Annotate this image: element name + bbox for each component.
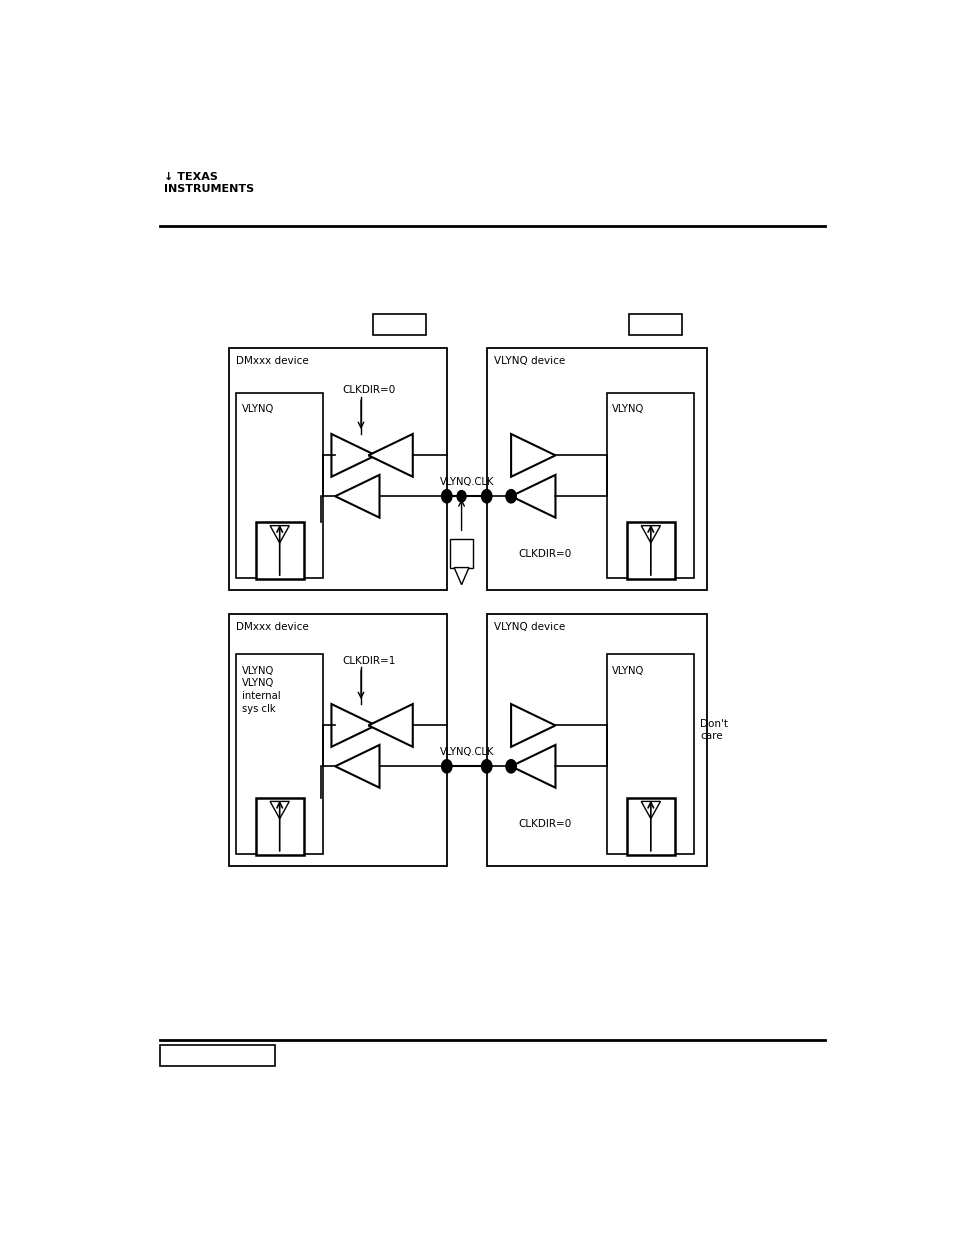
Text: VLYNQ: VLYNQ [611,404,643,414]
Bar [235,655,323,853]
Bar [229,348,446,590]
Circle shape [481,489,492,503]
Bar [450,538,472,568]
Bar [160,1045,274,1066]
Circle shape [441,489,452,503]
Bar [606,393,694,578]
Bar [628,314,681,335]
Text: VLYNQ device: VLYNQ device [494,356,565,366]
Polygon shape [331,433,375,477]
Polygon shape [368,704,413,747]
Text: VLYNQ.CLK: VLYNQ.CLK [439,747,494,757]
Bar [373,314,426,335]
Polygon shape [270,802,289,819]
Bar [626,522,674,579]
Circle shape [505,760,516,773]
Bar [255,798,303,855]
Text: VLYNQ
VLYNQ
internal
sys clk: VLYNQ VLYNQ internal sys clk [242,666,280,714]
Polygon shape [640,526,659,543]
Text: Don't
care: Don't care [700,719,728,741]
Polygon shape [511,704,555,747]
Text: VLYNQ device: VLYNQ device [494,621,565,632]
Polygon shape [331,704,375,747]
Text: CLKDIR=0: CLKDIR=0 [342,385,395,395]
Bar [255,522,303,579]
Bar [486,614,706,866]
Bar [626,798,674,855]
Circle shape [481,760,492,773]
Text: DMxxx device: DMxxx device [235,356,309,366]
Text: CLKDIR=0: CLKDIR=0 [518,819,571,829]
Text: CLKDIR=1: CLKDIR=1 [342,656,395,666]
Polygon shape [640,802,659,819]
Polygon shape [270,526,289,543]
Text: VLYNQ: VLYNQ [242,404,274,414]
Polygon shape [511,433,555,477]
Circle shape [456,490,465,501]
Text: VLYNQ: VLYNQ [611,666,643,676]
Polygon shape [368,433,413,477]
Text: CLKDIR=0: CLKDIR=0 [518,548,571,558]
Text: DMxxx device: DMxxx device [235,621,309,632]
Polygon shape [335,474,379,517]
Polygon shape [511,474,555,517]
Bar [606,655,694,853]
Bar [235,393,323,578]
Polygon shape [454,568,469,584]
Circle shape [505,489,516,503]
Circle shape [441,760,452,773]
Text: ↓ TEXAS
INSTRUMENTS: ↓ TEXAS INSTRUMENTS [164,172,253,194]
Polygon shape [335,745,379,788]
Text: VLYNQ.CLK: VLYNQ.CLK [439,477,494,487]
Bar [486,348,706,590]
Bar [229,614,446,866]
Polygon shape [511,745,555,788]
